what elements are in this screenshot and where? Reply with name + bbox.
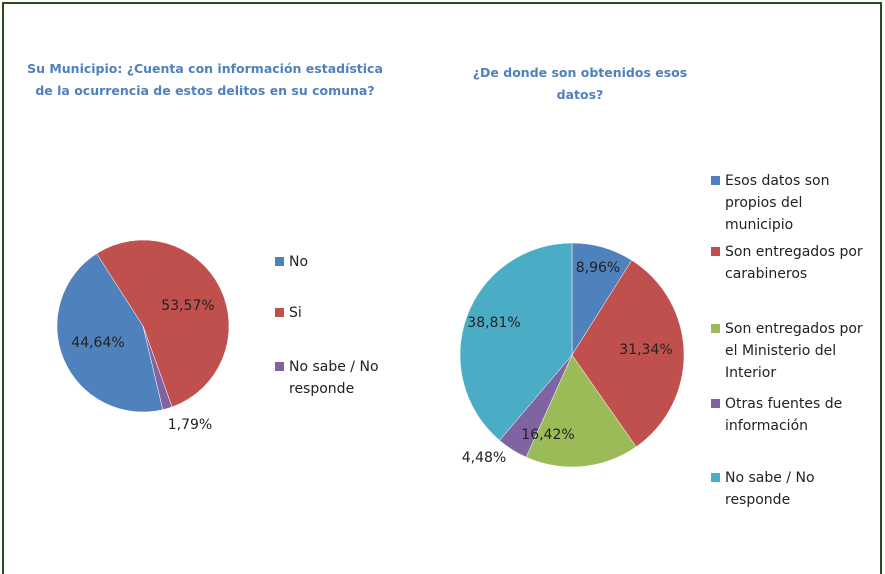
data-label: 38,81% — [467, 315, 520, 331]
legend-swatch — [711, 473, 720, 482]
chart-title: ¿De donde son obtenidos esos datos? — [472, 65, 688, 102]
pie-slice — [459, 242, 573, 441]
chart-title: Su Municipio: ¿Cuenta con información es… — [27, 61, 383, 98]
data-label: 1,79% — [168, 417, 212, 433]
data-label: 16,42% — [521, 427, 574, 443]
pie-slice — [56, 253, 164, 413]
legend-swatch — [275, 308, 284, 317]
legend-label: Otras fuentes de información — [725, 396, 843, 434]
legend-label: Son entregados por el Ministerio del Int… — [725, 321, 863, 381]
legend-label: Son entregados por carabineros — [725, 244, 863, 282]
legend-swatch — [275, 257, 284, 266]
legend-swatch — [711, 247, 720, 256]
legend-swatch — [711, 176, 720, 185]
pie-slice — [142, 325, 173, 410]
legend-swatch — [275, 362, 284, 371]
legend-label: No sabe / No responde — [289, 359, 379, 397]
legend-label: No sabe / No responde — [725, 470, 815, 508]
data-label: 53,57% — [161, 298, 214, 314]
legend-label: Si — [289, 305, 302, 321]
data-label: 8,96% — [576, 260, 620, 276]
data-label: 31,34% — [619, 342, 672, 358]
pie-slice — [525, 354, 637, 468]
legend-swatch — [711, 399, 720, 408]
pie-slice — [96, 239, 230, 408]
legend-swatch — [711, 324, 720, 333]
data-label: 44,64% — [71, 335, 124, 351]
legend-label: No — [289, 254, 309, 270]
pie-slice — [571, 259, 685, 448]
data-label: 4,48% — [462, 450, 506, 466]
legend-label: Esos datos son propios del municipio — [725, 173, 830, 233]
